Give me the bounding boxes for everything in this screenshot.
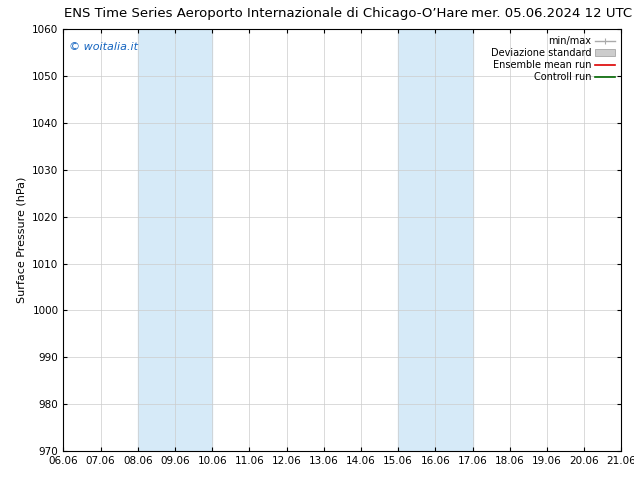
Bar [398,29,472,451]
Bar [138,29,212,451]
Text: © woitalia.it: © woitalia.it [69,42,138,52]
Y-axis label: Surface Pressure (hPa): Surface Pressure (hPa) [16,177,27,303]
Text: ENS Time Series Aeroporto Internazionale di Chicago-O’Hare: ENS Time Series Aeroporto Internazionale… [64,7,469,21]
Legend: min/max, Deviazione standard, Ensemble mean run, Controll run: min/max, Deviazione standard, Ensemble m… [489,34,616,84]
Text: mer. 05.06.2024 12 UTC: mer. 05.06.2024 12 UTC [471,7,632,21]
